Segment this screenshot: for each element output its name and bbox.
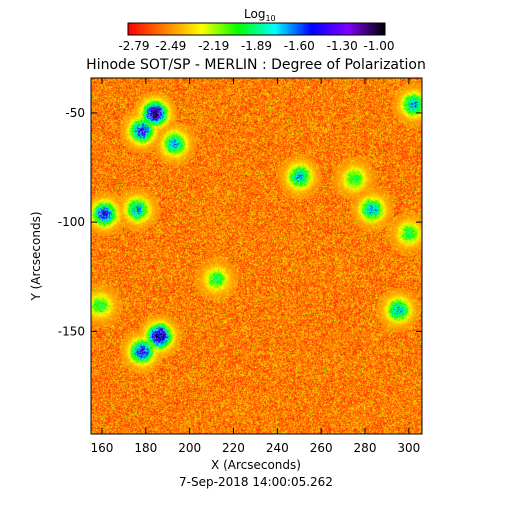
x-tick-label: 240 bbox=[266, 441, 289, 455]
colorbar-tick-label: -2.79 bbox=[118, 39, 149, 53]
colorbar-tick-label: -2.19 bbox=[198, 39, 229, 53]
y-axis-label: Y (Arcseconds) bbox=[29, 211, 43, 301]
colorbar-frame bbox=[127, 22, 386, 36]
colorbar-ticks: -2.79 -2.49 -2.19 -1.89 -1.60 -1.30 -1.00 bbox=[118, 39, 394, 53]
x-tick-label: 300 bbox=[397, 441, 420, 455]
colorbar-tick-label: -1.89 bbox=[241, 39, 272, 53]
colorbar-label: Log10 bbox=[244, 7, 276, 23]
x-tick-label: 160 bbox=[91, 441, 114, 455]
colorbar bbox=[128, 23, 385, 35]
colorbar-tick-label: -1.30 bbox=[327, 39, 358, 53]
colorbar-tick-label: -1.00 bbox=[363, 39, 394, 53]
polarization-map bbox=[91, 78, 422, 434]
colorbar-gradient bbox=[128, 23, 385, 35]
x-axis-ticks: 160 180 200 220 240 260 280 300 bbox=[91, 78, 420, 455]
x-tick-label: 180 bbox=[134, 441, 157, 455]
x-tick-label: 260 bbox=[310, 441, 333, 455]
chart-title: Hinode SOT/SP - MERLIN : Degree of Polar… bbox=[86, 57, 426, 73]
x-axis-label: X (Arcseconds) bbox=[211, 458, 301, 472]
y-axis-ticks: -50 -100 -150 bbox=[58, 106, 422, 338]
x-tick-label: 280 bbox=[354, 441, 377, 455]
footer-timestamp: 7-Sep-2018 14:00:05.262 bbox=[179, 475, 333, 489]
x-tick-label: 200 bbox=[178, 441, 201, 455]
y-tick-label: -150 bbox=[58, 324, 85, 338]
y-tick-label: -50 bbox=[65, 106, 85, 120]
heatmap-image bbox=[91, 78, 422, 434]
colorbar-tick-label: -2.49 bbox=[155, 39, 186, 53]
colorbar-tick-label: -1.60 bbox=[284, 39, 315, 53]
y-tick-label: -100 bbox=[58, 215, 85, 229]
x-tick-label: 220 bbox=[222, 441, 245, 455]
plot-frame bbox=[90, 77, 423, 435]
